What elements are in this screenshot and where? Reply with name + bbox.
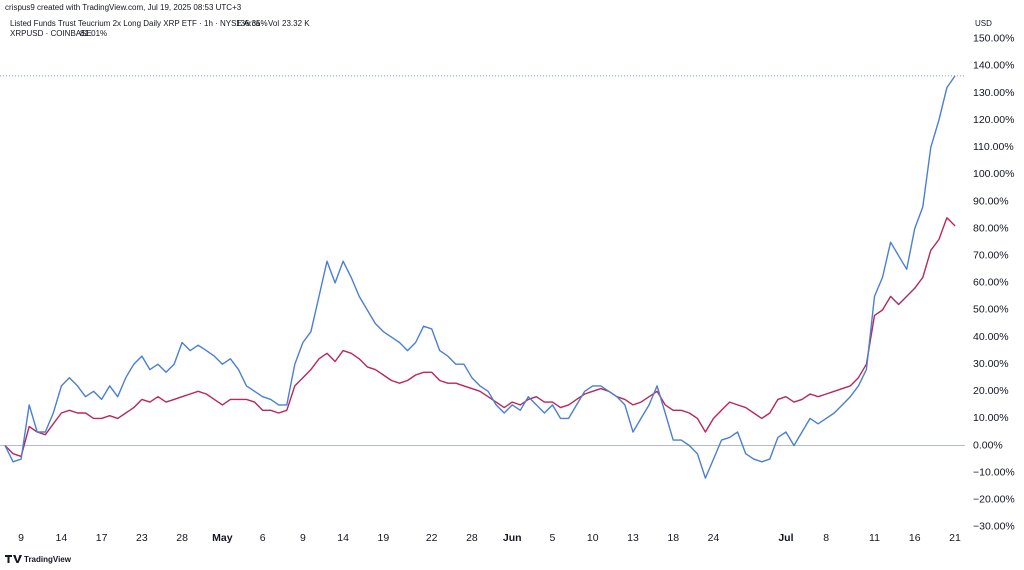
legend-name: XRPUSD · COINBASE xyxy=(10,29,92,38)
x-tick-label: May xyxy=(212,532,233,544)
x-tick-label: 24 xyxy=(708,532,720,544)
x-tick-label: 13 xyxy=(627,532,639,544)
y-tick-label: 10.00% xyxy=(973,412,1009,424)
series-line xyxy=(4,217,956,458)
currency: USD xyxy=(975,19,992,28)
y-tick-label: 90.00% xyxy=(973,195,1009,207)
x-tick-label: 11 xyxy=(869,532,880,544)
y-tick-label: −30.00% xyxy=(973,521,1015,533)
x-tick-label: 14 xyxy=(56,532,68,544)
y-tick-label: 20.00% xyxy=(973,385,1009,397)
y-tick-label: 150.00% xyxy=(973,33,1014,45)
x-tick-label: 19 xyxy=(378,532,390,544)
x-tick-label: 9 xyxy=(300,532,306,544)
x-tick-label: 10 xyxy=(587,532,599,544)
x-tick-label: Jul xyxy=(778,532,793,544)
x-tick-label: 9 xyxy=(18,532,24,544)
x-tick-label: 16 xyxy=(909,532,921,544)
y-tick-label: 60.00% xyxy=(973,277,1009,289)
brand-logo xyxy=(5,555,22,563)
x-tick-label: 22 xyxy=(426,532,438,544)
y-tick-label: 120.00% xyxy=(973,114,1014,126)
y-tick-label: −20.00% xyxy=(973,494,1015,506)
x-tick-label: 8 xyxy=(823,532,829,544)
y-tick-label: 50.00% xyxy=(973,304,1009,316)
credit: crispus9 created with TradingView.com, J… xyxy=(5,3,242,12)
x-tick-label: 28 xyxy=(176,532,188,544)
y-tick-label: 100.00% xyxy=(973,168,1014,180)
y-tick-label: 80.00% xyxy=(973,222,1009,234)
x-tick-label: 17 xyxy=(96,532,108,544)
x-tick-label: 28 xyxy=(466,532,478,544)
x-tick-label: 18 xyxy=(667,532,679,544)
x-tick-label: 6 xyxy=(260,532,266,544)
y-tick-label: −10.00% xyxy=(973,466,1015,478)
volume-value: 23.32 K xyxy=(282,19,310,28)
series-line xyxy=(4,75,956,479)
y-tick-label: 0.00% xyxy=(973,439,1003,451)
volume-label: Vol xyxy=(268,19,279,28)
x-tick-label: 5 xyxy=(550,532,556,544)
y-tick-label: 30.00% xyxy=(973,358,1009,370)
x-tick-label: 23 xyxy=(136,532,148,544)
y-tick-label: 70.00% xyxy=(973,250,1009,262)
legend-value: 136.35% xyxy=(236,19,268,28)
x-tick-label: 21 xyxy=(949,532,961,544)
x-tick-label: 14 xyxy=(337,532,349,544)
legend-name: Listed Funds Trust Teucrium 2x Long Dail… xyxy=(10,19,261,28)
y-tick-label: 140.00% xyxy=(973,60,1014,72)
y-tick-label: 110.00% xyxy=(973,141,1014,153)
brand: TradingView xyxy=(24,555,72,564)
x-tick-label: Jun xyxy=(503,532,522,544)
y-tick-label: 130.00% xyxy=(973,87,1014,99)
y-tick-label: 40.00% xyxy=(973,331,1009,343)
legend-value: 81.01% xyxy=(80,29,107,38)
